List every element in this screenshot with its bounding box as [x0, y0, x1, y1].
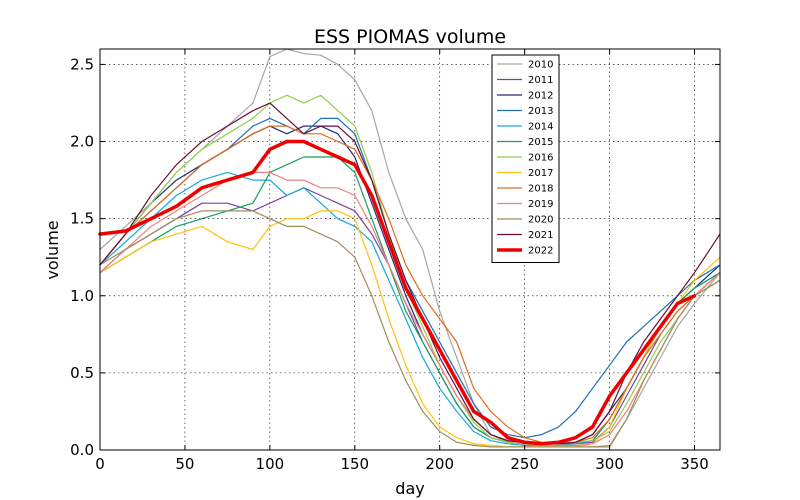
legend-label: 2013	[528, 106, 553, 117]
x-tick-label: 250	[510, 455, 539, 473]
x-tick-label: 350	[680, 455, 709, 473]
legend-label: 2018	[528, 184, 553, 195]
y-tick-label: 1.5	[70, 210, 94, 228]
legend-label: 2021	[528, 230, 553, 241]
y-tick-label: 0.0	[70, 441, 94, 459]
plot-frame	[99, 48, 721, 451]
legend-label: 2012	[528, 91, 553, 102]
chart-title: ESS PIOMAS volume	[314, 26, 506, 48]
legend-label: 2016	[528, 153, 553, 164]
x-tick-label: 50	[175, 455, 194, 473]
x-axis-label: day	[395, 479, 424, 498]
series-line-2021	[99, 102, 721, 445]
y-tick-label: 0.5	[70, 364, 94, 382]
series-line-2022	[98, 139, 697, 446]
series-line-2016	[99, 94, 721, 445]
x-tick-label: 0	[95, 455, 105, 473]
series-line-2015	[99, 156, 721, 445]
legend-label: 2022	[528, 246, 553, 257]
legend-label: 2014	[528, 122, 553, 133]
legend-label: 2011	[528, 75, 553, 86]
x-tick-label: 200	[425, 455, 454, 473]
x-tick-label: 100	[256, 455, 285, 473]
legend-label: 2017	[528, 168, 553, 179]
x-tick-labels: 0 50 100 150 200 250 300 350	[95, 455, 709, 473]
series-line-2018	[99, 125, 721, 443]
grid	[99, 49, 720, 451]
legend-label: 2010	[528, 60, 553, 71]
series-line-2017	[99, 210, 721, 448]
legend-label: 2020	[528, 215, 553, 226]
x-tick-label: 150	[340, 455, 369, 473]
y-axis-label: volume	[43, 220, 62, 279]
legend-box	[491, 54, 560, 263]
series-line-2020	[99, 210, 721, 448]
series-line-2013	[99, 117, 721, 439]
y-tick-label: 1.0	[70, 287, 94, 305]
legend: 2010 2011 2012 2013 2014 2015 2016 2017 2018 2019…	[491, 54, 560, 263]
x-tick-label: 300	[595, 455, 624, 473]
legend-label: 2015	[528, 137, 553, 148]
y-tick-label: 2.5	[70, 55, 94, 73]
y-tick-labels: 0.0 0.5 1.0 1.5 2.0 2.5	[70, 55, 94, 459]
ticks	[99, 49, 720, 451]
series-group	[98, 48, 721, 448]
legend-label: 2019	[528, 199, 553, 210]
y-tick-label: 2.0	[70, 133, 94, 151]
